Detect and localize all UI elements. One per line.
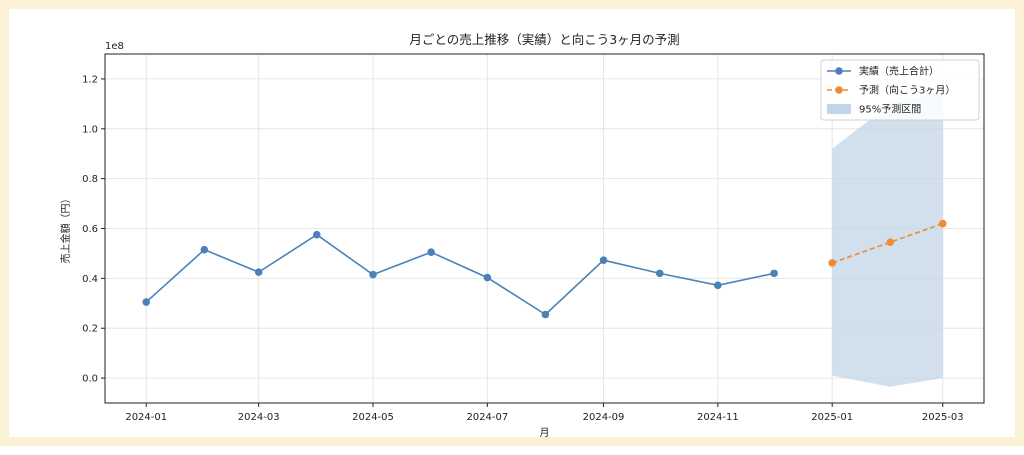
series-2-point (886, 238, 895, 247)
series-line-2 (831, 222, 944, 264)
series-1-point (714, 281, 722, 290)
series-1-point (655, 269, 664, 278)
x-tick-label: 2024-07 (466, 412, 508, 423)
x-tick-label: 2025-01 (811, 412, 853, 423)
x-tick-label: 2024-09 (583, 412, 625, 423)
series-1-point (599, 256, 608, 264)
y-axis-label: 売上金額（円） (59, 194, 72, 264)
series-2-point (828, 259, 836, 267)
series-2-point (938, 219, 947, 228)
series-1-point (254, 268, 263, 276)
series-1-point (483, 273, 492, 282)
series-1-point (427, 248, 435, 256)
x-axis-label: 月 (540, 427, 550, 439)
x-tick-label: 2024-11 (697, 412, 739, 423)
legend-label: 95%予測区間 (859, 103, 921, 116)
y-tick-label: 0.0 (82, 374, 98, 385)
series-1-point (369, 270, 377, 279)
legend-swatch-band (827, 104, 851, 114)
y-tick-label: 0.4 (82, 274, 98, 285)
prediction-interval-layer (832, 91, 943, 387)
legend-box (820, 59, 980, 121)
tick-layer: 0.0 0.2 0.4 0.6 0.8 1.0 1.2 2024-01 2024-03 2024-… (82, 74, 964, 423)
series-1-point (142, 298, 151, 306)
series-layer (142, 219, 947, 319)
series-1-point (541, 310, 550, 319)
legend-label: 実績（売上合計） (859, 65, 939, 78)
x-tick-label: 2024-01 (125, 412, 167, 423)
legend-label: 予測（向こう3ヶ月） (859, 84, 955, 97)
series-1-point (770, 269, 778, 278)
x-tick-label: 2024-03 (238, 412, 280, 423)
chart-title: 月ごとの売上推移（実績）と向こう3ヶ月の予測 (409, 32, 679, 47)
y-tick-label: 1.2 (82, 74, 98, 85)
y-tick-label: 0.2 (82, 324, 98, 335)
x-tick-label: 2024-05 (352, 412, 394, 423)
line-chart: 0.0 0.2 0.4 0.6 0.8 1.0 1.2 2024-01 2024-03 2024-… (59, 32, 985, 439)
legend-swatch-marker (835, 67, 843, 75)
y-axis-offset-label: 1e8 (105, 41, 124, 52)
y-tick-label: 1.0 (82, 124, 98, 135)
legend-swatch-marker (835, 86, 843, 94)
series-1-point (200, 245, 209, 254)
x-tick-label: 2025-03 (922, 412, 964, 423)
y-tick-label: 0.8 (82, 174, 98, 185)
series-1-point (312, 230, 321, 239)
y-tick-label: 0.6 (82, 224, 98, 235)
prediction-interval-band (832, 91, 943, 387)
legend: 実績（売上合計） 予測（向こう3ヶ月） 95%予測区間 (820, 59, 980, 121)
series-line-1 (145, 233, 775, 316)
